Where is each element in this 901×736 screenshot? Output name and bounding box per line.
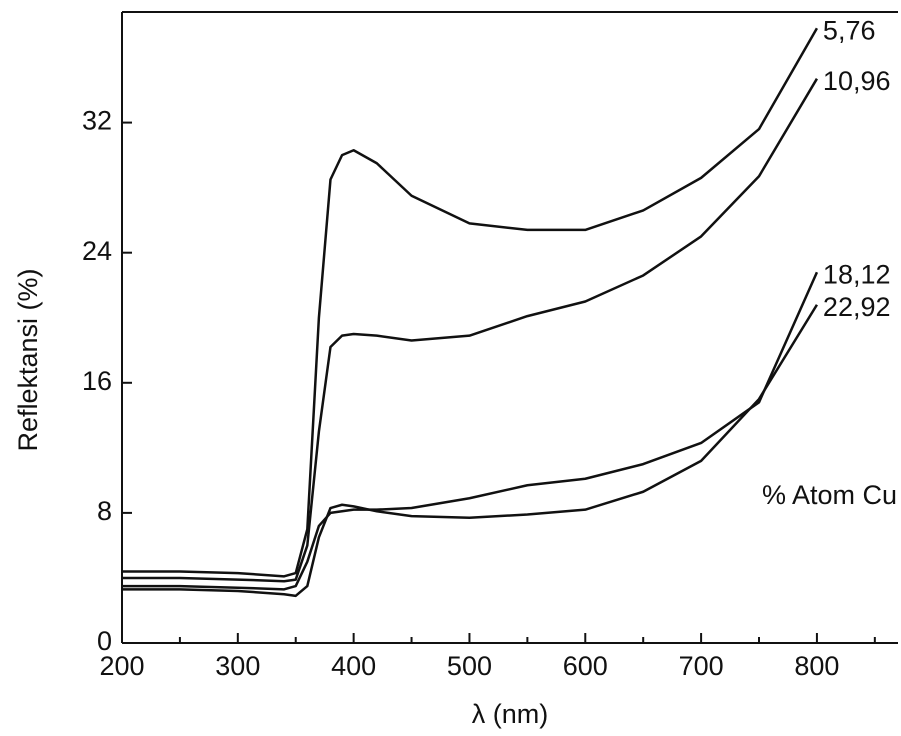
x-tick-label: 800 bbox=[794, 651, 839, 681]
series-label: 18,12 bbox=[823, 259, 891, 289]
series-line bbox=[122, 27, 819, 578]
x-tick-label: 500 bbox=[447, 651, 492, 681]
y-axis-label: Reflektansi (%) bbox=[13, 268, 43, 451]
series-line bbox=[122, 78, 818, 583]
x-axis-label: λ (nm) bbox=[472, 699, 549, 729]
series-line bbox=[122, 304, 818, 598]
series-label: 10,96 bbox=[823, 66, 891, 96]
x-tick-label: 300 bbox=[215, 651, 260, 681]
series-line bbox=[122, 271, 819, 591]
y-tick-label: 0 bbox=[97, 626, 112, 656]
x-tick-label: 600 bbox=[563, 651, 608, 681]
x-tick-label: 700 bbox=[679, 651, 724, 681]
annotation: % Atom Cu bbox=[762, 480, 897, 510]
y-tick-label: 24 bbox=[82, 236, 112, 266]
y-tick-label: 8 bbox=[97, 496, 112, 526]
x-tick-label: 400 bbox=[331, 651, 376, 681]
x-tick-label: 200 bbox=[99, 651, 144, 681]
series-label: 5,76 bbox=[823, 15, 876, 45]
y-tick-label: 16 bbox=[82, 366, 112, 396]
series-label: 22,92 bbox=[823, 292, 891, 322]
y-tick-label: 32 bbox=[82, 106, 112, 136]
